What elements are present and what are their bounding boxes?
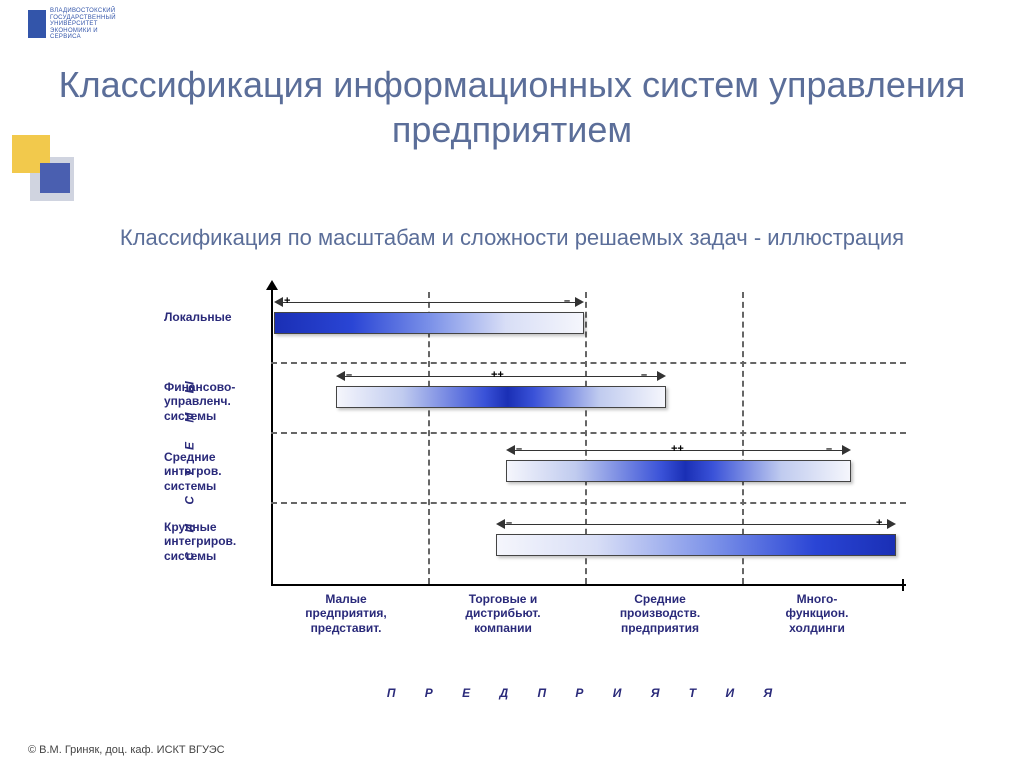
bar-sign: ++ bbox=[671, 443, 684, 455]
system-bar: –++– bbox=[506, 460, 851, 482]
bar-sign: + bbox=[284, 295, 290, 307]
x-axis-label: П Р Е Д П Р И Я Т И Я bbox=[271, 686, 901, 700]
y-axis-arrow bbox=[266, 280, 278, 290]
bar-fill bbox=[274, 312, 584, 334]
bar-fill bbox=[496, 534, 896, 556]
bar-sign: – bbox=[346, 369, 352, 381]
bar-fill bbox=[336, 386, 666, 408]
subtitle: Классификация по масштабам и сложности р… bbox=[0, 225, 1024, 251]
row-label: Финансово-управленч.системы bbox=[164, 380, 264, 423]
x-axis bbox=[271, 584, 906, 586]
grid-line-v bbox=[428, 292, 430, 584]
logo: ВЛАДИВОСТОКСКИЙ ГОСУДАРСТВЕННЫЙ УНИВЕРСИ… bbox=[28, 8, 116, 41]
bar-sign: ++ bbox=[491, 369, 504, 381]
bar-sign: – bbox=[516, 443, 522, 455]
row-label: Локальные bbox=[164, 310, 264, 324]
system-bar: –+ bbox=[496, 534, 896, 556]
col-label: Торговые идистрибьют.компании bbox=[428, 592, 578, 635]
bar-sign: – bbox=[826, 443, 832, 455]
bar-sign: – bbox=[564, 295, 570, 307]
classification-chart: С И С Т Е М Ы П Р Е Д П Р И Я Т И Я Лока… bbox=[116, 292, 906, 642]
logo-text: ВЛАДИВОСТОКСКИЙ ГОСУДАРСТВЕННЫЙ УНИВЕРСИ… bbox=[50, 8, 116, 41]
bar-sign: – bbox=[506, 517, 512, 529]
bar-fill bbox=[506, 460, 851, 482]
col-label: Много-функцион.холдинги bbox=[742, 592, 892, 635]
page-title: Классификация информационных систем упра… bbox=[0, 62, 1024, 152]
bar-sign: + bbox=[876, 517, 882, 529]
grid-line-h bbox=[271, 362, 906, 364]
row-label: Средниеинтегров.системы bbox=[164, 450, 264, 493]
col-label: Средниепроизводств.предприятия bbox=[585, 592, 735, 635]
system-bar: –++– bbox=[336, 386, 666, 408]
deco-sq-blue bbox=[40, 163, 70, 193]
x-axis-tick bbox=[902, 579, 904, 591]
row-label: Крупныеинтегриров.системы bbox=[164, 520, 264, 563]
bar-range-arrow bbox=[274, 297, 584, 309]
grid-line-h bbox=[271, 432, 906, 434]
grid-line-h bbox=[271, 502, 906, 504]
copyright: © В.М. Гриняк, доц. каф. ИСКТ ВГУЭС bbox=[28, 744, 225, 756]
col-label: Малыепредприятия,представит. bbox=[271, 592, 421, 635]
logo-icon bbox=[28, 10, 46, 38]
y-axis bbox=[271, 288, 273, 586]
bar-sign: – bbox=[641, 369, 647, 381]
system-bar: +– bbox=[274, 312, 584, 334]
bar-range-arrow bbox=[496, 519, 896, 531]
